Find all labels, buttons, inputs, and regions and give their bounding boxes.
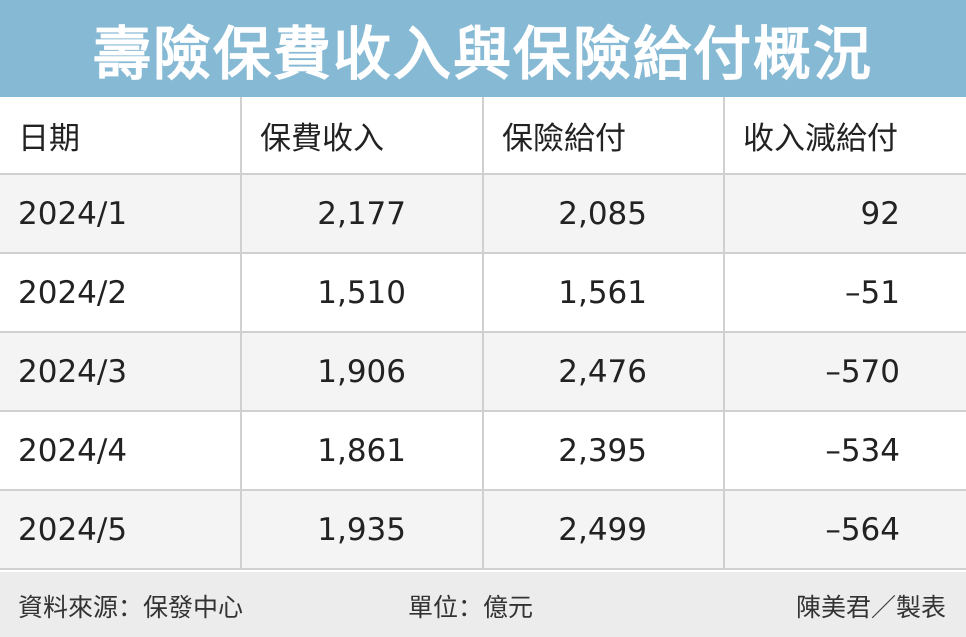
cell-date: 2024/2: [0, 252, 242, 333]
cell-date: 2024/4: [0, 410, 242, 491]
cell-premium-income: 1,906: [240, 331, 484, 412]
table-row: 2024/5 1,935 2,499 –564: [0, 489, 966, 570]
cell-insurance-payout: 2,476: [482, 331, 725, 412]
column-header-insurance-payout: 保險給付: [482, 97, 725, 175]
source-note: 資料來源：保發中心: [18, 593, 244, 622]
table-row: 2024/4 1,861 2,395 –534: [0, 410, 966, 491]
cell-income-minus-payout: 92: [723, 173, 966, 254]
cell-date: 2024/5: [0, 489, 242, 570]
cell-income-minus-payout: –564: [723, 489, 966, 570]
page-title: 壽險保費收入與保險給付概況: [0, 0, 966, 97]
table-row: 2024/3 1,906 2,476 –570: [0, 331, 966, 412]
table-row: 2024/1 2,177 2,085 92: [0, 173, 966, 254]
footer: 資料來源：保發中心 單位：億元 陳美君／製表: [0, 572, 966, 637]
credit-note: 陳美君／製表: [795, 593, 946, 622]
cell-premium-income: 1,935: [240, 489, 484, 570]
cell-income-minus-payout: –570: [723, 331, 966, 412]
column-header-date: 日期: [0, 97, 242, 175]
data-table: 日期 保費收入 保險給付 收入減給付 2024/1 2,177 2,085 92 202…: [0, 97, 966, 570]
cell-premium-income: 1,510: [240, 252, 484, 333]
cell-income-minus-payout: –534: [723, 410, 966, 491]
column-header-income-minus-payout: 收入減給付: [723, 97, 966, 175]
cell-insurance-payout: 2,499: [482, 489, 725, 570]
cell-date: 2024/1: [0, 173, 242, 254]
cell-insurance-payout: 1,561: [482, 252, 725, 333]
cell-premium-income: 2,177: [240, 173, 484, 254]
cell-premium-income: 1,861: [240, 410, 484, 491]
table-row: 2024/2 1,510 1,561 –51: [0, 252, 966, 333]
cell-date: 2024/3: [0, 331, 242, 412]
table-header-row: 日期 保費收入 保險給付 收入減給付: [0, 97, 966, 175]
cell-insurance-payout: 2,395: [482, 410, 725, 491]
cell-income-minus-payout: –51: [723, 252, 966, 333]
cell-insurance-payout: 2,085: [482, 173, 725, 254]
unit-note: 單位：億元: [408, 593, 534, 622]
column-header-premium-income: 保費收入: [240, 97, 484, 175]
